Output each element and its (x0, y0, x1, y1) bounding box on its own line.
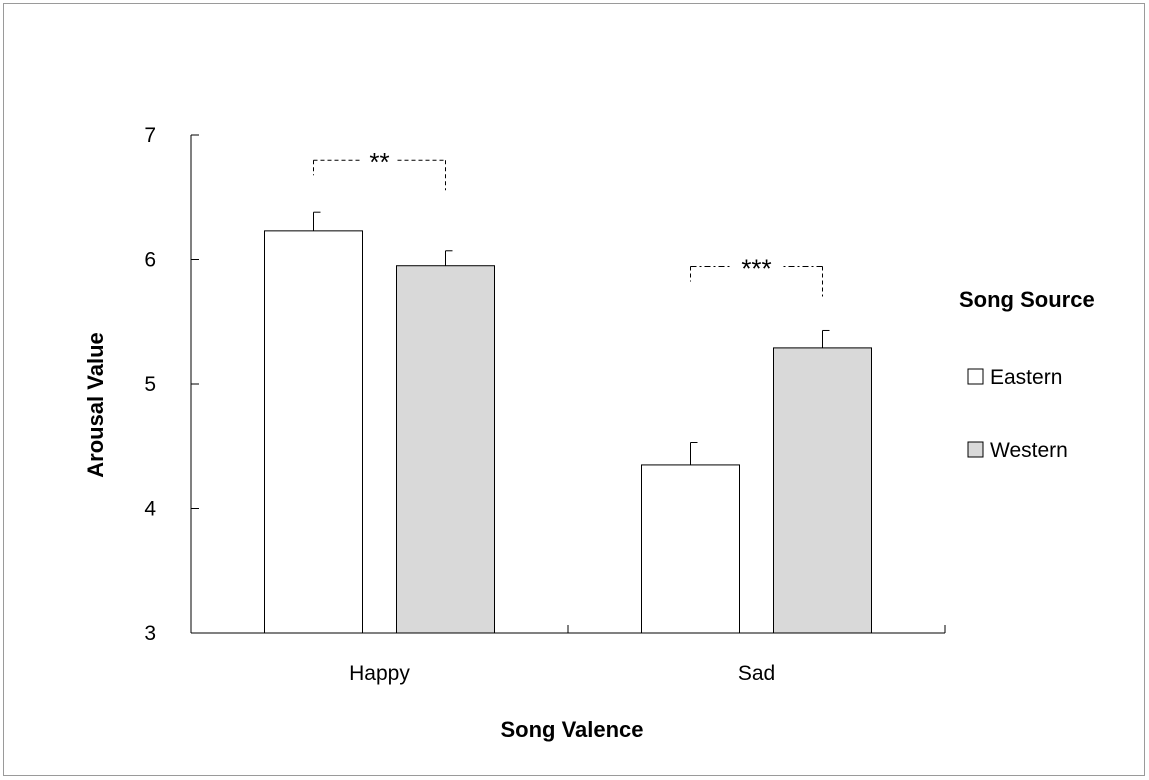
bar (396, 265, 495, 634)
chart-frame (3, 3, 1145, 776)
legend: Song Source Eastern Western (959, 287, 1095, 462)
bars (264, 211, 872, 634)
significance-label-bg (731, 262, 782, 271)
y-tick-label: 3 (144, 622, 156, 645)
significance-markers: ***** (313, 147, 823, 297)
legend-label: Western (990, 439, 1068, 462)
legend-swatch (967, 368, 984, 385)
bar (641, 464, 740, 634)
significance-label: *** (741, 253, 771, 283)
bar (773, 347, 872, 634)
x-tick-label: Happy (349, 662, 410, 685)
y-tick-label: 4 (144, 498, 156, 521)
legend-label: Eastern (990, 366, 1062, 389)
significance-label-bg (362, 156, 397, 165)
y-tick-label: 6 (144, 249, 156, 272)
significance-label: ** (369, 147, 389, 177)
x-axis-title: Song Valence (500, 717, 643, 742)
x-tick-label: Sad (738, 662, 775, 685)
y-tick-label: 7 (144, 124, 156, 147)
y-axis-title: Arousal Value (83, 332, 108, 478)
legend-title: Song Source (959, 287, 1095, 312)
legend-swatch (967, 441, 984, 458)
y-tick-label: 5 (144, 373, 156, 396)
bar (264, 230, 363, 634)
